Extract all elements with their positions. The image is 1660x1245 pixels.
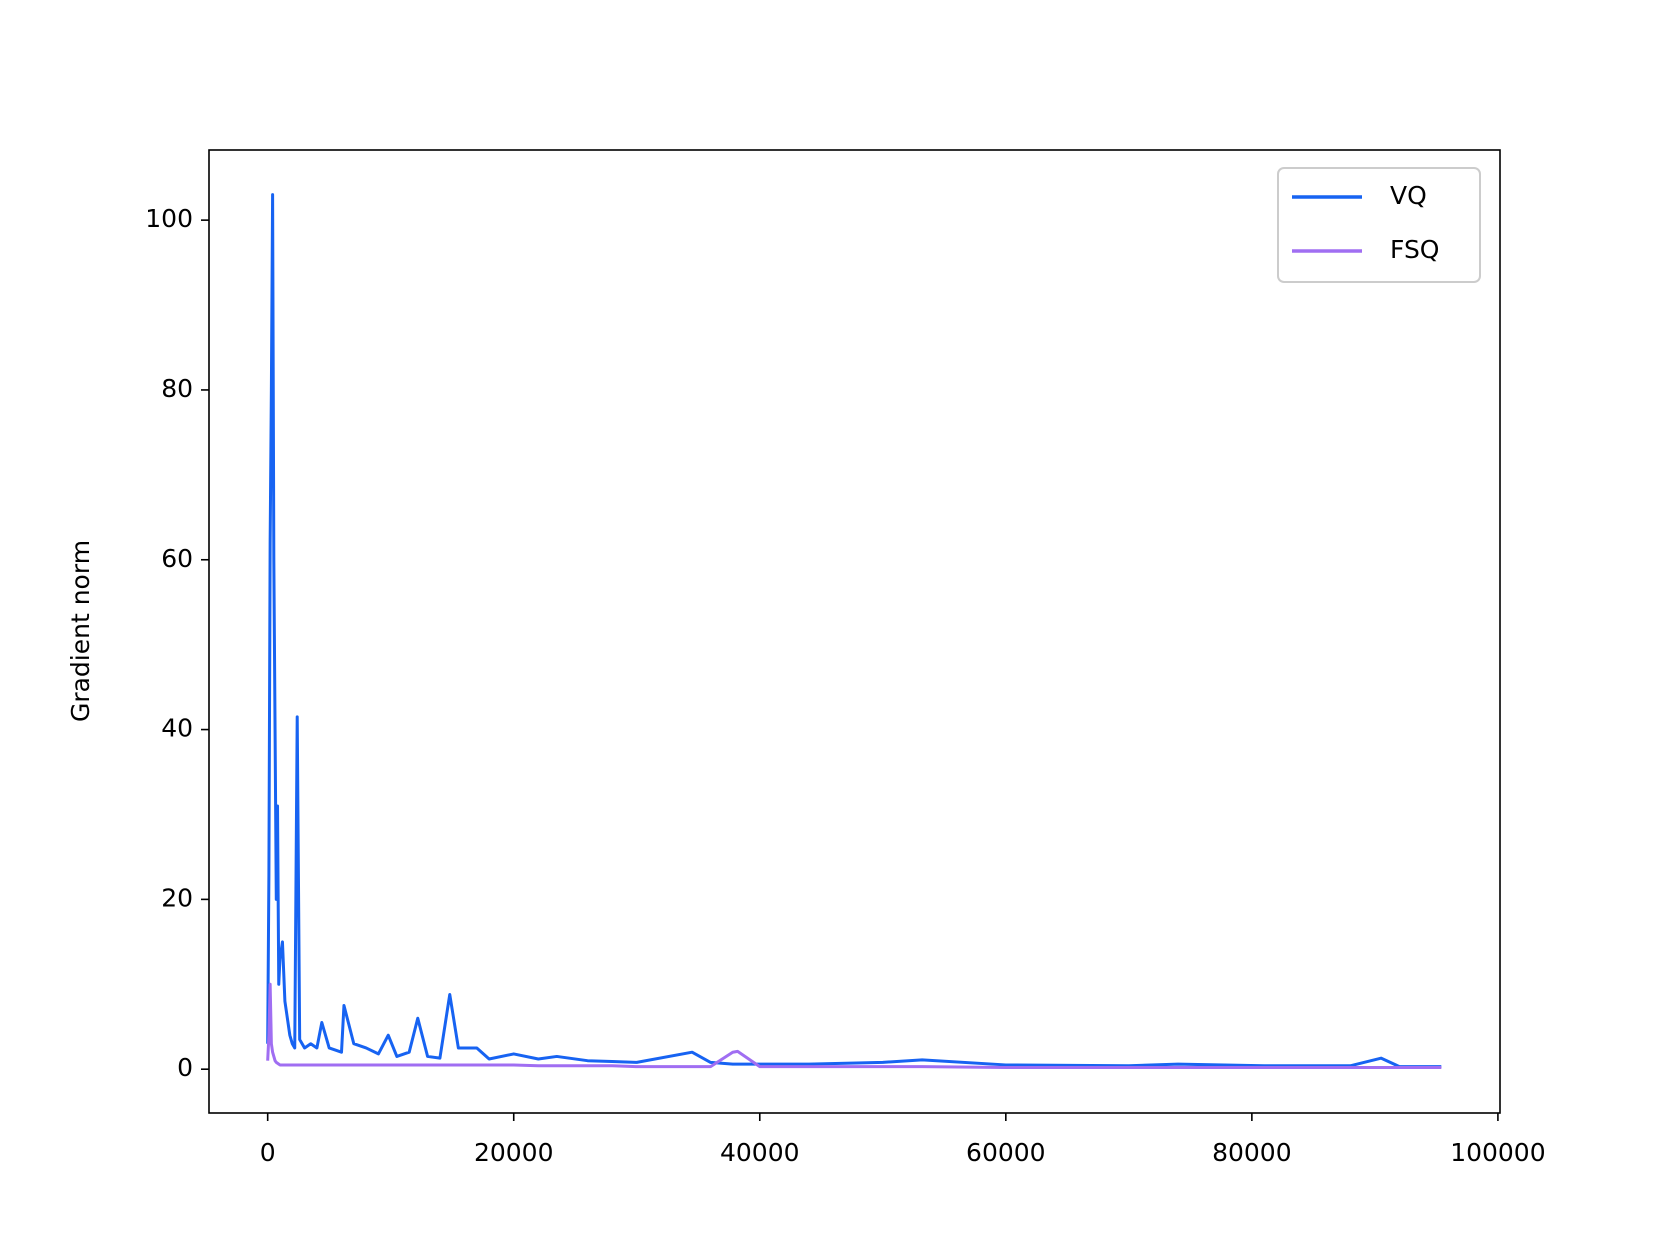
legend-box: [1277, 167, 1481, 283]
y-tick-label: 60: [161, 544, 193, 573]
y-axis-label: Gradient norm: [66, 540, 95, 722]
x-tick-label: 0: [260, 1138, 276, 1167]
y-tick-label: 0: [177, 1053, 193, 1082]
y-tick-label: 100: [145, 204, 193, 233]
x-tick-label: 80000: [1212, 1138, 1292, 1167]
x-tick-label: 100000: [1450, 1138, 1545, 1167]
legend: VQ FSQ: [1277, 167, 1481, 283]
data-line: [266, 193, 1442, 1069]
x-tick-label: 40000: [720, 1138, 800, 1167]
y-tick-label: 20: [161, 883, 193, 912]
x-tick-label: 60000: [966, 1138, 1046, 1167]
y-tick-label: 80: [161, 374, 193, 403]
y-tick-label: 40: [161, 714, 193, 743]
legend-label: FSQ: [1390, 235, 1440, 264]
data-line: [266, 982, 1442, 1069]
x-tick-label: 20000: [474, 1138, 554, 1167]
legend-label: VQ: [1390, 181, 1427, 210]
plot-frame: [208, 149, 1501, 1114]
